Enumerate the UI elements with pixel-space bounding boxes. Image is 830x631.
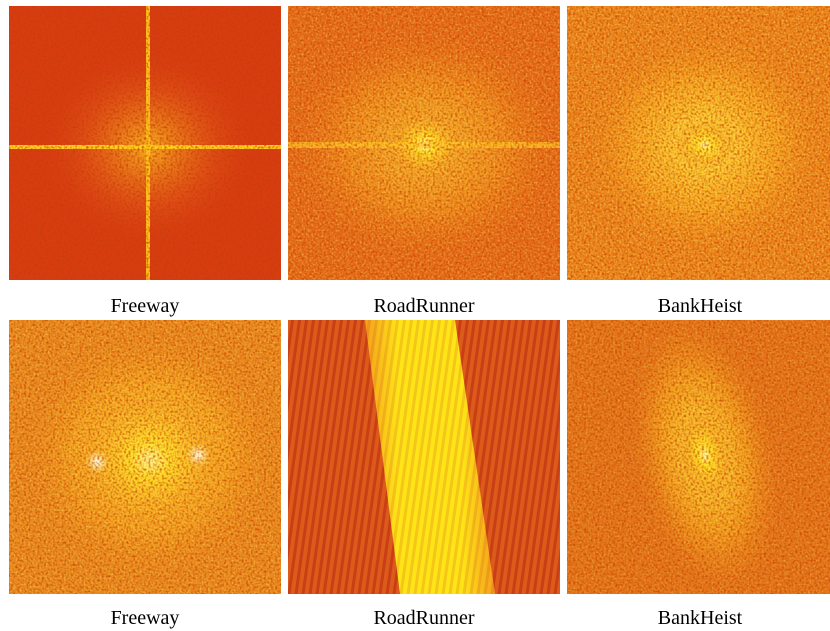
spectrum-panel	[9, 6, 281, 280]
spectrum-panel	[288, 320, 560, 594]
panel-caption: Freeway	[111, 295, 180, 317]
spectrum-panel	[9, 320, 281, 594]
spectrum-panel	[288, 6, 560, 280]
panel-caption: RoadRunner	[373, 607, 474, 629]
panel-caption: Freeway	[111, 607, 180, 629]
panel-caption: BankHeist	[658, 607, 743, 629]
spectrum-panel	[567, 6, 830, 280]
panel-caption: BankHeist	[658, 295, 743, 317]
panel-caption: RoadRunner	[373, 295, 474, 317]
spectrum-panel	[567, 320, 830, 594]
